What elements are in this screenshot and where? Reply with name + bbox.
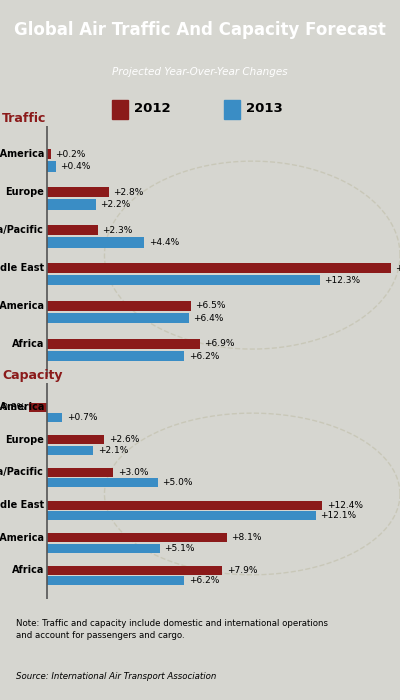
- Text: North America: North America: [0, 402, 44, 412]
- Text: Latin America: Latin America: [0, 301, 44, 311]
- Text: 2013: 2013: [246, 102, 283, 115]
- Text: +6.4%: +6.4%: [193, 314, 224, 323]
- Text: +7.9%: +7.9%: [227, 566, 257, 575]
- Bar: [47, 468, 113, 477]
- Text: Middle East: Middle East: [0, 263, 44, 273]
- Text: +2.6%: +2.6%: [109, 435, 139, 444]
- Text: Traffic: Traffic: [2, 112, 46, 125]
- Bar: [47, 301, 191, 312]
- Bar: [47, 511, 316, 520]
- Text: Europe: Europe: [5, 187, 44, 197]
- Bar: [47, 199, 96, 209]
- Text: Projected Year-Over-Year Changes: Projected Year-Over-Year Changes: [112, 67, 288, 77]
- Text: +8.1%: +8.1%: [231, 533, 262, 542]
- Text: +2.1%: +2.1%: [98, 446, 128, 455]
- Text: Note: Traffic and capacity include domestic and international operations
and acc: Note: Traffic and capacity include domes…: [16, 619, 328, 640]
- Bar: [47, 149, 51, 160]
- Text: +15.5%: +15.5%: [396, 263, 400, 272]
- Text: Capacity: Capacity: [2, 369, 63, 382]
- Text: +0.2%: +0.2%: [56, 150, 86, 159]
- Text: Asia/Pacific: Asia/Pacific: [0, 468, 44, 477]
- Text: +2.2%: +2.2%: [100, 199, 130, 209]
- Text: +12.1%: +12.1%: [320, 511, 356, 520]
- Text: Global Air Traffic And Capacity Forecast: Global Air Traffic And Capacity Forecast: [14, 22, 386, 39]
- Bar: [47, 351, 184, 361]
- Bar: [47, 544, 160, 553]
- Bar: [47, 262, 391, 273]
- Text: Latin America: Latin America: [0, 533, 44, 542]
- Text: North America: North America: [0, 149, 44, 159]
- Bar: [47, 533, 227, 542]
- Bar: [47, 576, 184, 585]
- Text: 2012: 2012: [134, 102, 171, 115]
- Text: Asia/Pacific: Asia/Pacific: [0, 225, 44, 235]
- Bar: [47, 500, 322, 510]
- Bar: [47, 275, 320, 286]
- Text: Africa: Africa: [12, 566, 44, 575]
- Bar: [47, 566, 222, 575]
- Text: +6.9%: +6.9%: [204, 340, 235, 349]
- Text: Africa: Africa: [12, 339, 44, 349]
- Bar: [112, 99, 128, 119]
- Text: +3.0%: +3.0%: [118, 468, 148, 477]
- Text: +0.7%: +0.7%: [67, 413, 97, 422]
- Bar: [47, 446, 93, 455]
- Bar: [47, 225, 98, 235]
- Text: +6.2%: +6.2%: [189, 576, 219, 585]
- Text: +6.5%: +6.5%: [196, 302, 226, 311]
- Text: +12.4%: +12.4%: [327, 500, 363, 510]
- Text: +2.3%: +2.3%: [102, 225, 132, 234]
- Text: +6.2%: +6.2%: [189, 351, 219, 360]
- Text: Europe: Europe: [5, 435, 44, 444]
- Text: -0.8%: -0.8%: [0, 402, 26, 412]
- Bar: [29, 402, 47, 412]
- Bar: [47, 313, 189, 323]
- Text: +2.8%: +2.8%: [113, 188, 144, 197]
- Text: +5.0%: +5.0%: [162, 478, 193, 487]
- Text: +4.4%: +4.4%: [149, 238, 179, 246]
- Bar: [47, 161, 56, 172]
- Text: Source: International Air Transport Association: Source: International Air Transport Asso…: [16, 671, 216, 680]
- Bar: [47, 339, 200, 349]
- Text: Middle East: Middle East: [0, 500, 44, 510]
- Bar: [47, 435, 104, 444]
- Bar: [47, 237, 144, 248]
- Text: +0.4%: +0.4%: [60, 162, 90, 171]
- Bar: [47, 478, 158, 487]
- Bar: [47, 413, 62, 422]
- Text: +12.3%: +12.3%: [324, 276, 360, 285]
- Bar: [224, 99, 240, 119]
- Bar: [47, 187, 109, 197]
- Text: +5.1%: +5.1%: [164, 544, 195, 553]
